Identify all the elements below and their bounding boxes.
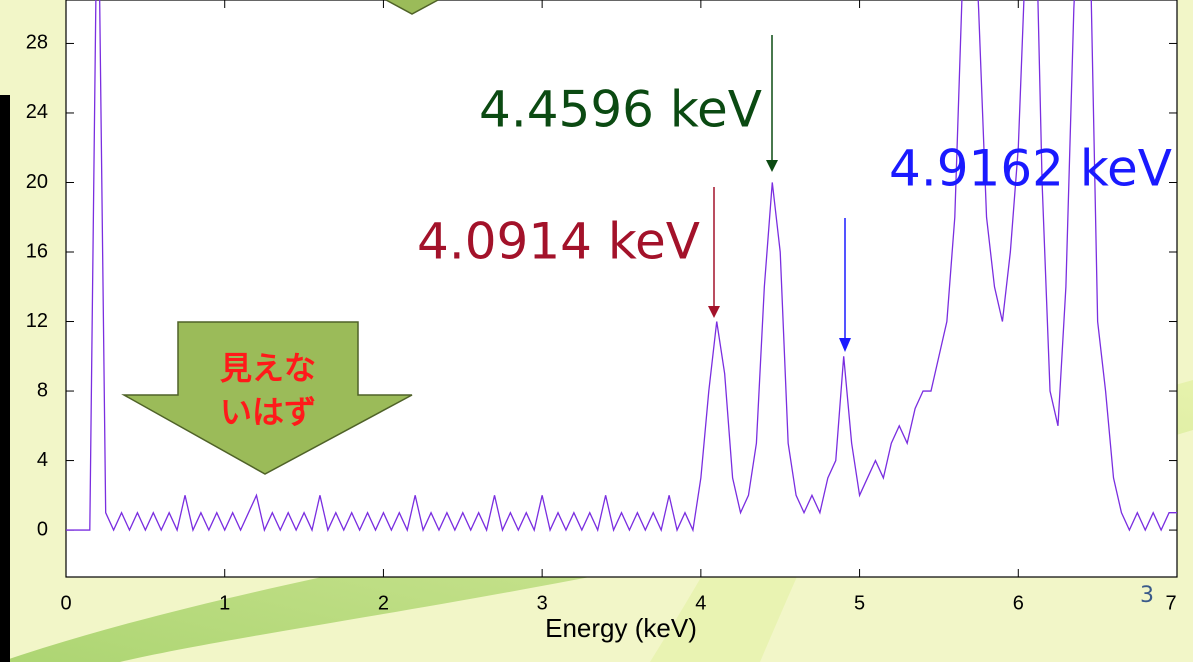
annotation: 4.4596 keV — [479, 81, 762, 139]
annotation: 4.9162 keV — [889, 140, 1172, 198]
x-tick-label: 0 — [60, 592, 71, 614]
x-tick-label: 1 — [219, 592, 230, 614]
left-bar — [0, 95, 10, 662]
arrow-head — [708, 306, 720, 318]
x-tick-label: 3 — [537, 592, 548, 614]
y-tick-label: 4 — [37, 449, 48, 471]
annotation-arrows — [708, 35, 851, 352]
annotation: 4.0914 keV — [417, 213, 700, 271]
y-tick-label: 20 — [26, 171, 48, 193]
spectrum-line — [66, 0, 1177, 533]
x-tick-label: 5 — [854, 592, 865, 614]
x-tick-label: 2 — [378, 592, 389, 614]
x-tick-label: 6 — [1013, 592, 1024, 614]
arrow-head — [766, 160, 778, 172]
x-axis-label: Energy (keV) — [545, 613, 697, 643]
y-tick-label: 16 — [26, 240, 48, 262]
plot-area — [65, 0, 1178, 578]
y-tick-label: 28 — [26, 32, 48, 54]
callout-arrow — [121, 321, 413, 475]
arrow-shape — [385, 0, 439, 15]
x-tick-label: 4 — [695, 592, 706, 614]
x-tick-label: 7 — [1165, 592, 1176, 614]
slide-number: 3 — [1140, 583, 1154, 608]
arrow-head — [839, 338, 851, 352]
callout-text: いはず — [220, 393, 316, 431]
y-tick-label: 12 — [26, 310, 48, 332]
y-tick-label: 8 — [37, 379, 48, 401]
y-tick-label: 0 — [37, 518, 48, 540]
y-tick-label: 24 — [26, 101, 48, 123]
callout-text: 見えな — [220, 349, 316, 387]
